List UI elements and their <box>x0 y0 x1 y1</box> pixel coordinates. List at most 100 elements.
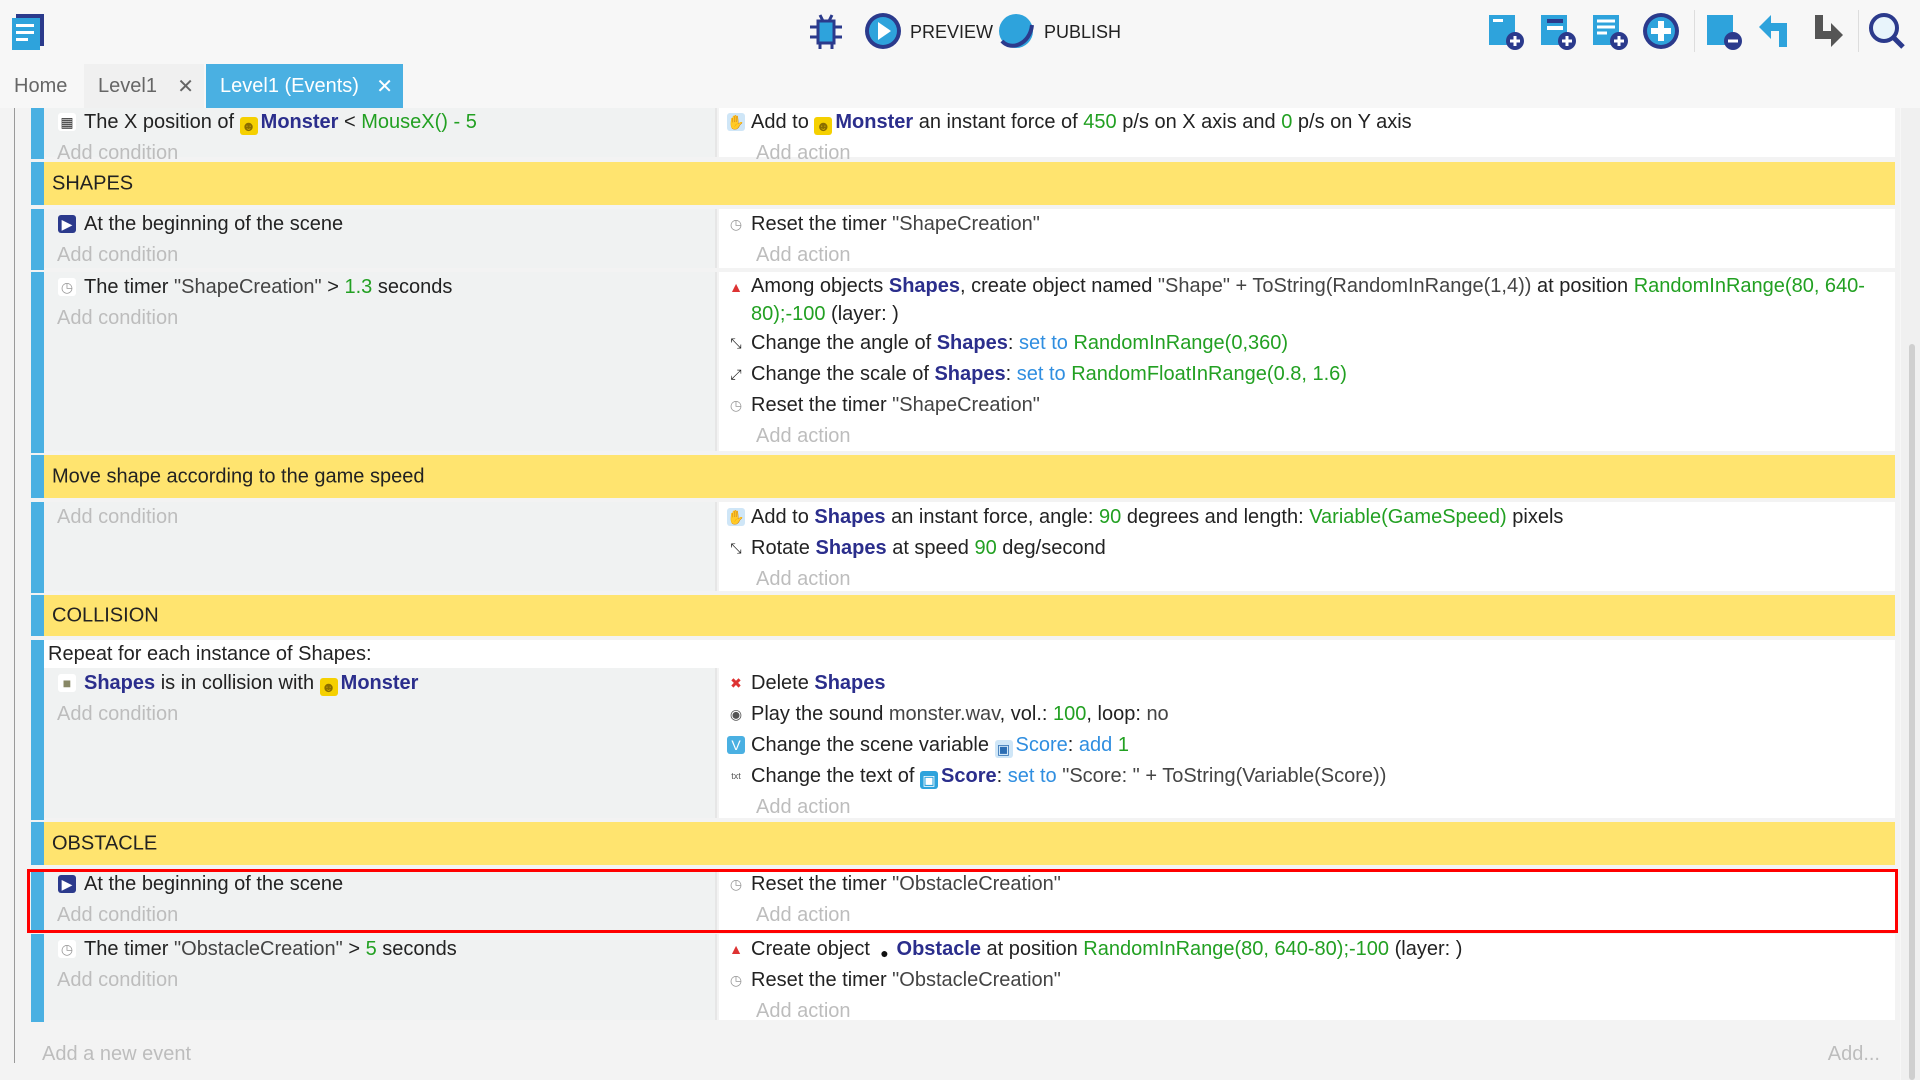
add-condition-button[interactable]: Add condition <box>57 307 179 329</box>
add-condition-button[interactable]: Add condition <box>57 969 179 991</box>
condition[interactable]: ◷ The timer "ObstacleCreation" > 5 second… <box>44 934 715 965</box>
instruction-text: "ObstacleCreation" <box>892 873 1061 895</box>
close-tab-icon[interactable]: ✕ <box>177 75 194 98</box>
action[interactable]: ⤡ Change the angle of Shapes: set to Rand… <box>719 328 1895 359</box>
action[interactable]: ◷ Reset the timer "ShapeCreation" <box>719 209 1895 240</box>
action[interactable]: ✖ Delete Shapes <box>719 668 1895 699</box>
add-event-icon[interactable] <box>1484 10 1526 52</box>
add-subevent-icon[interactable] <box>1536 10 1578 52</box>
action[interactable]: ▲ Among objects Shapes, create object nam… <box>719 272 1895 328</box>
group-title[interactable]: SHAPES <box>52 172 134 194</box>
condition[interactable]: ◷ The timer "ShapeCreation" > 1.3 seconds <box>44 272 715 303</box>
event-handle[interactable] <box>31 272 44 453</box>
add-action-button[interactable]: Add action <box>756 425 851 447</box>
condition[interactable]: ■ Shapes is in collision with ☻ Monster <box>44 668 715 699</box>
action[interactable]: ▲ Create object ● Obstacle at position Ran… <box>719 934 1895 965</box>
event-handle[interactable] <box>31 640 44 820</box>
action[interactable]: ◷ Reset the timer "ObstacleCreation" <box>719 869 1895 900</box>
actions-column[interactable]: ◷ Reset the timer "ShapeCreation" Add acti… <box>719 209 1895 268</box>
add-action-button[interactable]: Add action <box>756 1000 851 1022</box>
actions-column[interactable]: ▲ Create object ● Obstacle at position Ran… <box>719 934 1895 1022</box>
tab-home[interactable]: Home <box>0 64 82 108</box>
tree-line <box>14 108 15 1063</box>
condition[interactable]: ▦ The X position of ☻ Monster < MouseX() -… <box>44 108 715 138</box>
event-row[interactable]: ▦ The X position of ☻ Monster < MouseX() -… <box>31 108 1895 164</box>
group-title[interactable]: OBSTACLE <box>52 832 158 854</box>
event-row[interactable]: Add condition ✋ Add to Shapes an instant f… <box>31 502 1895 593</box>
event-handle[interactable] <box>31 502 44 593</box>
action[interactable]: ⤡ Rotate Shapes at speed 90 deg/second <box>719 533 1895 564</box>
delete-icon[interactable] <box>1702 10 1744 52</box>
conditions-column[interactable]: ▶ At the beginning of the scene Add condit… <box>44 209 717 268</box>
search-icon[interactable] <box>1866 10 1908 52</box>
close-tab-icon[interactable]: ✕ <box>376 75 393 98</box>
event-handle[interactable] <box>31 595 44 636</box>
project-manager-icon[interactable] <box>8 10 50 52</box>
add-action-button[interactable]: Add action <box>756 568 851 590</box>
group-title[interactable]: COLLISION <box>52 604 159 626</box>
add-condition-button[interactable]: Add condition <box>57 904 179 926</box>
conditions-column[interactable]: ■ Shapes is in collision with ☻ Monster Add… <box>44 668 717 818</box>
event-row[interactable]: ◷ The timer "ObstacleCreation" > 5 second… <box>31 934 1895 1022</box>
publish-icon[interactable] <box>995 10 1037 52</box>
event-row[interactable]: ▶ At the beginning of the scene Add condit… <box>31 209 1895 270</box>
event-handle[interactable] <box>31 934 44 1022</box>
event-handle[interactable] <box>31 822 44 865</box>
add-condition-button[interactable]: Add condition <box>57 506 179 528</box>
preview-icon[interactable] <box>862 10 904 52</box>
action[interactable]: ◷ Reset the timer "ObstacleCreation" <box>719 965 1895 996</box>
action[interactable]: txt Change the text of ▣ Score: set to "Sc… <box>719 761 1895 792</box>
debugger-icon[interactable] <box>805 10 847 52</box>
event-group[interactable]: OBSTACLE <box>31 822 1895 867</box>
event-row[interactable]: ▶ At the beginning of the scene Add condit… <box>31 869 1895 932</box>
conditions-column[interactable]: ▶ At the beginning of the scene Add condit… <box>44 869 717 930</box>
add-action-button[interactable]: Add action <box>756 142 851 164</box>
event-handle[interactable] <box>31 108 44 159</box>
group-title[interactable]: Move shape according to the game speed <box>52 465 425 487</box>
scrollbar-thumb[interactable] <box>1909 344 1915 1080</box>
conditions-column[interactable]: ◷ The timer "ShapeCreation" > 1.3 seconds… <box>44 272 717 451</box>
tab-level1[interactable]: Level1 ✕ <box>84 64 204 108</box>
vertical-scrollbar[interactable] <box>1901 108 1920 1080</box>
action[interactable]: ◉ Play the sound monster.wav, vol.: 100, … <box>719 699 1895 730</box>
preview-button[interactable]: PREVIEW <box>910 22 994 42</box>
redo-icon[interactable] <box>1806 10 1848 52</box>
conditions-column[interactable]: ▦ The X position of ☻ Monster < MouseX() -… <box>44 108 717 164</box>
action[interactable]: ◷ Reset the timer "ShapeCreation" <box>719 390 1895 421</box>
event-handle[interactable] <box>31 209 44 270</box>
add-condition-button[interactable]: Add condition <box>57 703 179 725</box>
add-action-button[interactable]: Add action <box>756 904 851 926</box>
condition[interactable]: ▶ At the beginning of the scene <box>44 209 715 240</box>
actions-column[interactable]: ✖ Delete Shapes ◉ Play the sound monster.wa… <box>719 668 1895 818</box>
conditions-column[interactable]: Add condition <box>44 502 717 591</box>
add-action-button[interactable]: Add action <box>756 796 851 818</box>
actions-column[interactable]: ▲ Among objects Shapes, create object nam… <box>719 272 1895 451</box>
event-group[interactable]: SHAPES <box>31 162 1895 207</box>
add-action-button[interactable]: Add action <box>756 244 851 266</box>
add-condition-button[interactable]: Add condition <box>57 244 179 266</box>
actions-column[interactable]: ✋ Add to Shapes an instant force, angle: … <box>719 502 1895 591</box>
condition[interactable]: ▶ At the beginning of the scene <box>44 869 715 900</box>
publish-button[interactable]: PUBLISH <box>1044 22 1122 42</box>
undo-icon[interactable] <box>1754 10 1796 52</box>
action[interactable]: ✋ Add to Shapes an instant force, angle: … <box>719 502 1895 533</box>
action[interactable]: ✋ Add to ☻ Monster an instant force of 450… <box>719 108 1895 138</box>
event-row[interactable]: ◷ The timer "ShapeCreation" > 1.3 seconds… <box>31 272 1895 453</box>
add-more-button[interactable]: Add... <box>1827 1043 1880 1065</box>
action[interactable]: ⤢ Change the scale of Shapes: set to Rand… <box>719 359 1895 390</box>
event-group[interactable]: Move shape according to the game speed <box>31 455 1895 500</box>
event-group[interactable]: COLLISION <box>31 595 1895 638</box>
add-more-icon[interactable] <box>1640 10 1682 52</box>
add-condition-button[interactable]: Add condition <box>57 142 179 164</box>
event-handle[interactable] <box>31 869 44 932</box>
actions-column[interactable]: ◷ Reset the timer "ObstacleCreation" Add a… <box>719 869 1895 930</box>
action[interactable]: V Change the scene variable ▣ Score: add 1 <box>719 730 1895 761</box>
event-handle[interactable] <box>31 455 44 498</box>
tab-level1-events[interactable]: Level1 (Events) ✕ <box>206 64 403 108</box>
add-new-event-button[interactable]: Add a new event <box>42 1043 191 1065</box>
event-row[interactable]: Repeat for each instance of Shapes: ■ Shap… <box>31 640 1895 820</box>
actions-column[interactable]: ✋ Add to ☻ Monster an instant force of 450… <box>719 108 1895 164</box>
event-handle[interactable] <box>31 162 44 205</box>
add-comment-icon[interactable] <box>1588 10 1630 52</box>
conditions-column[interactable]: ◷ The timer "ObstacleCreation" > 5 second… <box>44 934 717 1020</box>
